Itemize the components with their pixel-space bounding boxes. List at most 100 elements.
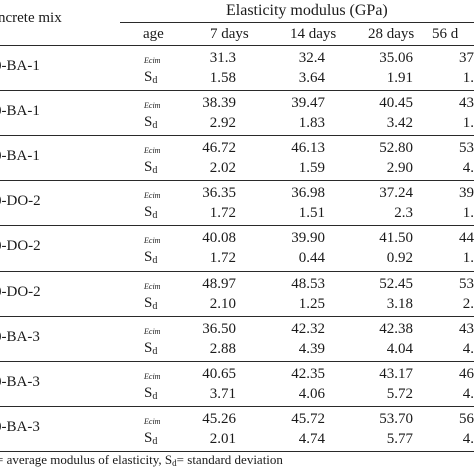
row-rule (0, 360, 474, 362)
sd-value: 3.71 (209, 385, 236, 402)
ecim-value: 44 (459, 230, 474, 247)
ecim-label: Ecim (144, 146, 161, 156)
ecim-value: 36.35 (202, 185, 236, 202)
sd-value: 4.39 (298, 340, 325, 357)
sd-value: 1. (462, 70, 474, 86)
ecim-value: 39.47 (291, 95, 325, 112)
sd-value: 3.42 (386, 115, 413, 132)
sd-value: 4. (462, 385, 474, 402)
mix-name: 0-DO-2 (0, 283, 41, 300)
ecim-label: Ecim (144, 281, 161, 291)
ecim-value: 53 (459, 275, 474, 292)
ecim-value: 41.50 (379, 230, 413, 247)
sd-value: 1.83 (298, 115, 325, 132)
mix-name: 0-DO-2 (0, 238, 41, 255)
ecim-label: Ecim (144, 101, 161, 111)
ecim-value: 37.24 (379, 185, 413, 202)
mix-name: 0-BA-3 (0, 418, 40, 435)
ecim-label: Ecim (144, 236, 161, 246)
sd-value: 4.74 (298, 430, 325, 447)
ecim-value: 42.35 (291, 365, 325, 382)
row-rule (0, 180, 474, 182)
row-rule (0, 270, 474, 272)
row-rule (0, 315, 474, 317)
ecim-value: 48.97 (202, 275, 236, 292)
sd-value: 1.72 (209, 250, 236, 267)
ecim-value: 43.17 (379, 365, 413, 382)
sd-value: 1.72 (209, 205, 236, 222)
mix-name: 0-BA-1 (0, 103, 40, 120)
row-rule (0, 225, 474, 227)
sd-value: 2.3 (394, 205, 413, 222)
sd-value: 4. (462, 160, 474, 177)
sd-label: Sd (144, 249, 158, 267)
sd-label: Sd (144, 294, 158, 312)
sd-value: 4. (462, 340, 474, 357)
row-rule (0, 135, 474, 137)
sd-value: 1.58 (209, 70, 236, 86)
ecim-value: 37 (459, 50, 474, 66)
sd-value: 2.92 (209, 115, 236, 132)
mix-name: 0-BA-1 (0, 148, 40, 165)
sd-value: 5.72 (386, 385, 413, 402)
sd-value: 1. (462, 250, 474, 267)
ecim-value: 52.45 (379, 275, 413, 292)
sd-value: 3.18 (386, 295, 413, 312)
ecim-value: 46.72 (202, 140, 236, 157)
ecim-value: 53.70 (379, 410, 413, 427)
ecim-label: Ecim (144, 191, 161, 201)
ecim-value: 43 (459, 95, 474, 112)
sd-value: 0.44 (298, 250, 325, 267)
header-group-rule (120, 22, 474, 23)
sd-label: Sd (144, 204, 158, 222)
sd-value: 4. (462, 430, 474, 447)
concrete-mix-header: ncrete mix (0, 10, 62, 26)
row-rule (0, 450, 474, 452)
sd-value: 1.91 (386, 70, 413, 86)
ecim-value: 48.53 (291, 275, 325, 292)
sd-value: 1.25 (298, 295, 325, 312)
header-bottom-rule (0, 45, 474, 46)
mix-name: 0-BA-3 (0, 373, 40, 390)
sd-value: 4.04 (386, 340, 413, 357)
ecim-value: 46 (459, 365, 474, 382)
column-header: 28 days (368, 26, 415, 42)
ecim-value: 43 (459, 320, 474, 337)
sd-value: 1.51 (298, 205, 325, 222)
sd-value: 4.06 (298, 385, 325, 402)
ecim-value: 31.3 (209, 50, 236, 66)
sd-label: Sd (144, 69, 158, 86)
ecim-value: 42.38 (379, 320, 413, 337)
sd-value: 2. (462, 295, 474, 312)
ecim-value: 45.72 (291, 410, 325, 427)
mix-name: 0-DO-2 (0, 193, 41, 210)
column-header: 14 days (290, 26, 337, 42)
age-header: age (143, 26, 164, 42)
column-header: 56 d (432, 26, 459, 42)
sd-value: 3.64 (298, 70, 325, 86)
sd-label: Sd (144, 384, 158, 402)
sd-value: 5.77 (386, 430, 413, 447)
ecim-value: 38.39 (202, 95, 236, 112)
ecim-value: 36.50 (202, 320, 236, 337)
ecim-value: 52.80 (379, 140, 413, 157)
sd-value: 2.02 (209, 160, 236, 177)
sd-value: 1.59 (298, 160, 325, 177)
sd-value: 2.01 (209, 430, 236, 447)
sd-value: 2.88 (209, 340, 236, 357)
ecim-value: 46.13 (291, 140, 325, 157)
mix-name: 0-BA-1 (0, 58, 40, 74)
mix-name: 0-BA-3 (0, 328, 40, 345)
sd-value: 1. (462, 205, 474, 222)
ecim-value: 42.32 (291, 320, 325, 337)
ecim-value: 36.98 (291, 185, 325, 202)
sd-value: 1. (462, 115, 474, 132)
ecim-label: Ecim (144, 416, 161, 426)
ecim-value: 39 (459, 185, 474, 202)
ecim-value: 40.45 (379, 95, 413, 112)
sd-label: Sd (144, 429, 158, 447)
row-rule (0, 405, 474, 407)
footnote: = average modulus of elasticity, Sd= sta… (0, 452, 283, 468)
sd-value: 0.92 (386, 250, 413, 267)
